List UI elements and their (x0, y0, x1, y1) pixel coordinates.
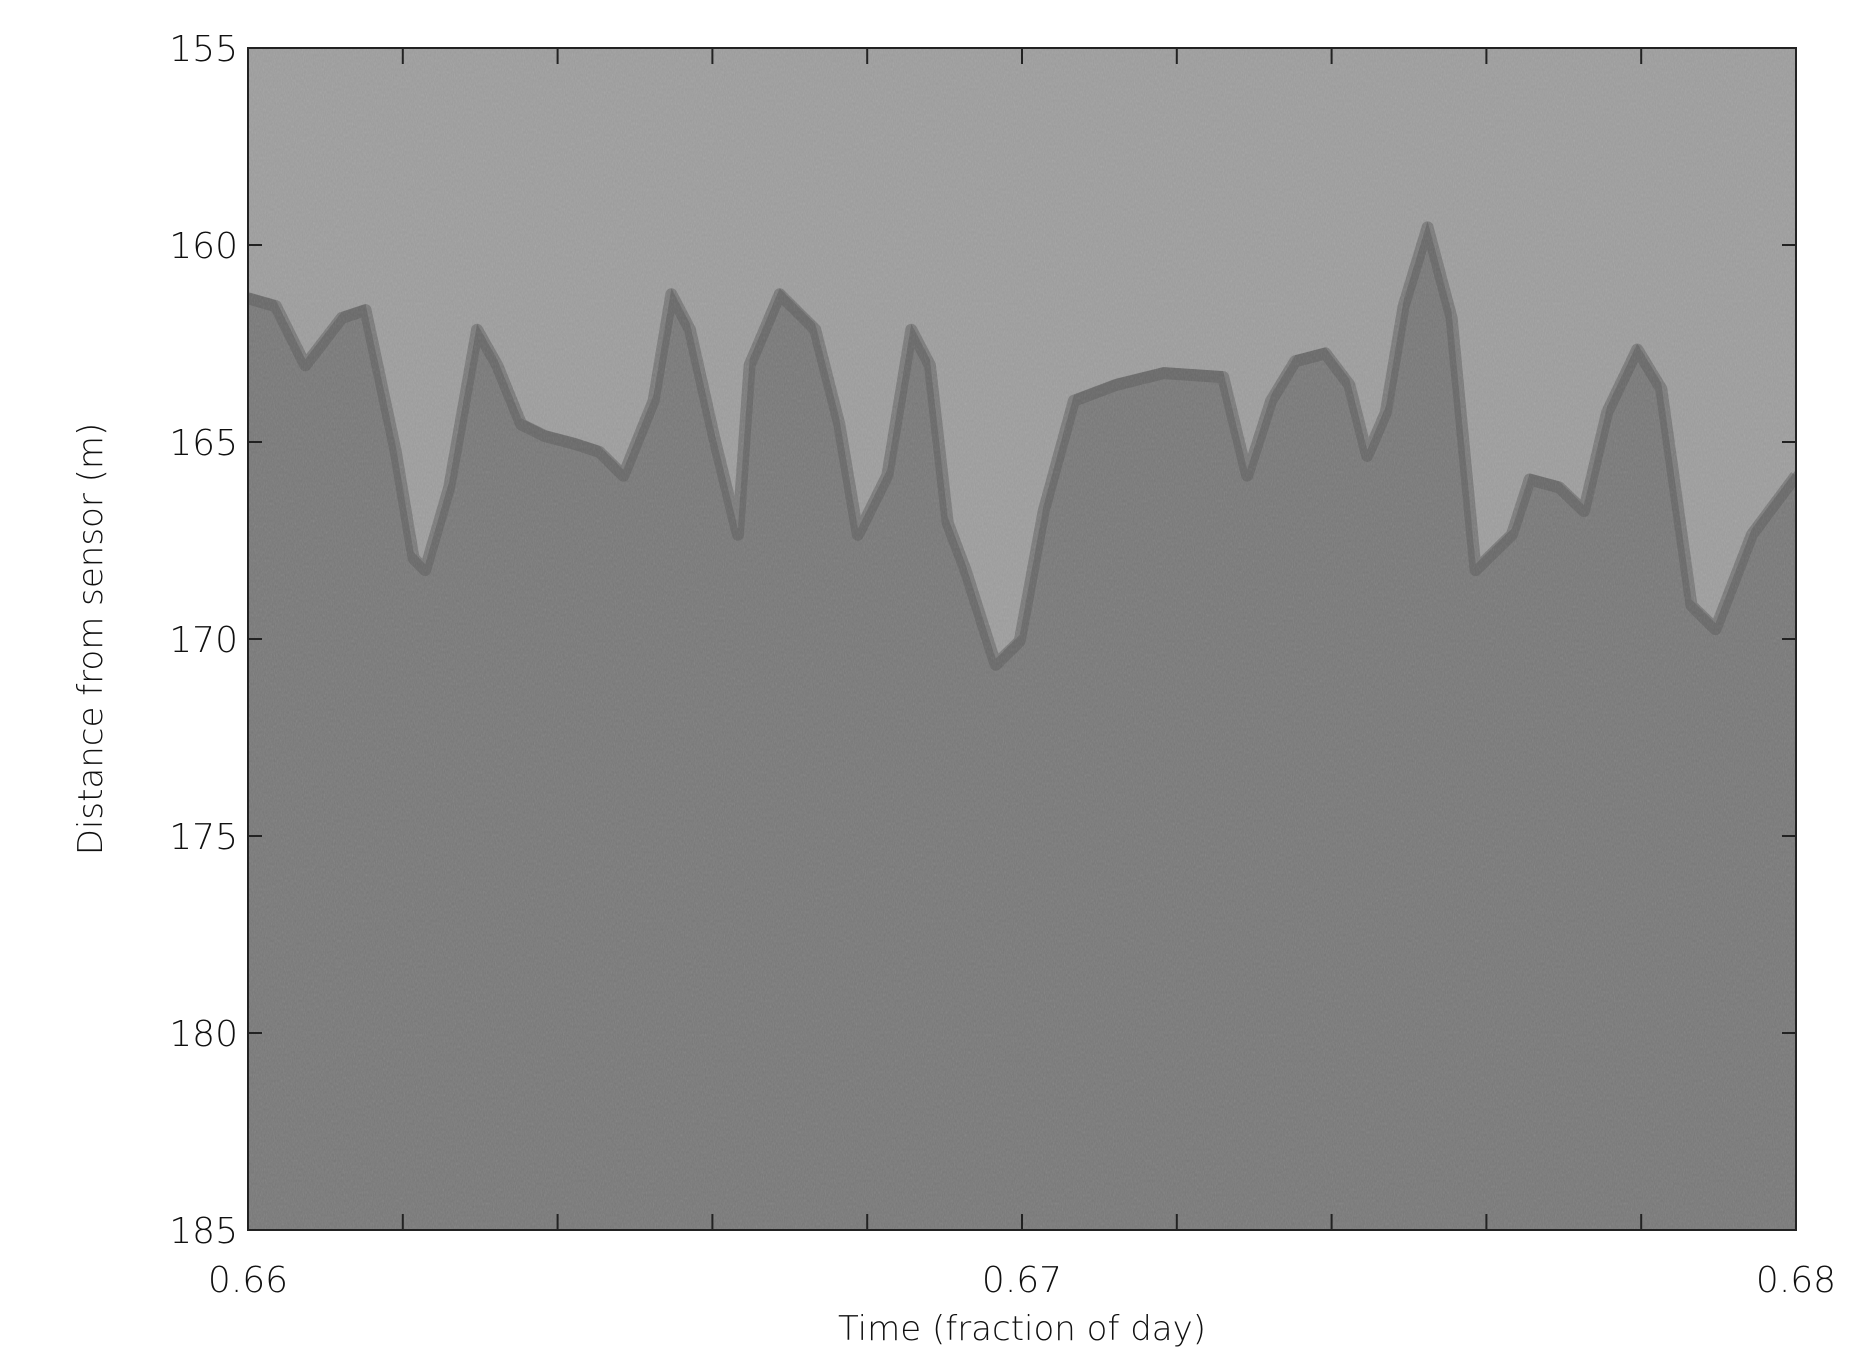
y-axis-label: Distance from sensor (m) (71, 423, 111, 856)
y-tick-label: 185 (169, 1211, 238, 1252)
y-tick-label: 160 (169, 226, 238, 267)
x-tick-label: 0.66 (208, 1260, 288, 1301)
y-tick-label: 175 (169, 817, 238, 858)
noise-texture (248, 48, 1796, 1230)
y-tick-label: 155 (169, 29, 238, 70)
x-tick-label: 0.68 (1756, 1260, 1836, 1301)
x-axis-label: Time (fraction of day) (838, 1309, 1206, 1349)
y-tick-label: 165 (169, 423, 238, 464)
y-tick-label: 180 (169, 1014, 238, 1055)
plot-area (248, 48, 1796, 1230)
x-tick-label: 0.67 (982, 1260, 1062, 1301)
y-tick-label: 170 (169, 620, 238, 661)
axes: 155 160 165 170 175 180 185 0.66 0.67 0.68 (169, 29, 1836, 1301)
